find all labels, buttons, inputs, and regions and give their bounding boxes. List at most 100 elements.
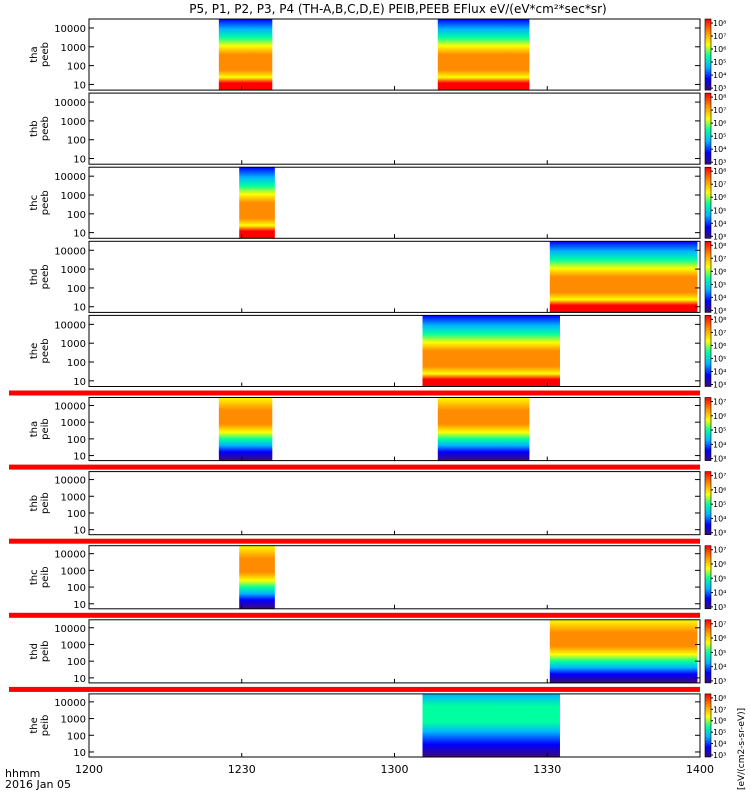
y-tick-label: 100: [67, 435, 86, 446]
panels-layer: 10100100010000thapeeb10⁸10⁷10⁶10⁵10⁴10³1…: [9, 18, 726, 760]
colorbar: [704, 471, 712, 536]
colorbar-tick-label: 10⁶: [713, 560, 726, 569]
panel-frame: [88, 693, 701, 758]
panel-label: thdpeeb: [29, 264, 51, 289]
colorbar-tick-label: 10⁴: [713, 740, 726, 749]
y-tick-label: 10: [73, 229, 86, 240]
y-tick-label: 10000: [54, 24, 86, 35]
spectrogram-block: [239, 545, 275, 609]
colorbar-tick-label: 10⁷: [713, 32, 726, 41]
y-tick-label: 100: [67, 284, 86, 295]
colorbar-tick-label: 10⁴: [713, 367, 726, 376]
colorbar-tick-label: 10⁷: [713, 254, 726, 263]
spectrogram-block: [437, 19, 530, 91]
time-axis-label-date: 2016 Jan 05: [5, 778, 71, 791]
colorbar: [704, 18, 712, 91]
panel-label-line2: peib: [40, 641, 51, 663]
colorbar-tick-label: 10⁷: [713, 620, 726, 629]
colorbar-tick-label: 10⁸: [713, 19, 726, 28]
panel-frame: [88, 545, 701, 610]
y-tick-label: 10: [73, 80, 86, 91]
y-tick-label: 10: [73, 748, 86, 759]
panel-label: thapeeb: [29, 42, 51, 67]
y-tick-label: 10000: [54, 401, 86, 412]
y-tick-label: 100: [67, 62, 86, 73]
colorbar-tick-label: 10⁸: [713, 167, 726, 176]
quality-flag-strip: [9, 390, 700, 396]
colorbar-tick-label: 10³: [713, 677, 726, 686]
panel-frame: [88, 92, 701, 165]
spectrogram-block: [549, 619, 698, 683]
quality-flag-strip: [9, 686, 700, 692]
colorbar-tick-label: 10³: [713, 455, 726, 464]
colorbar-tick-label: 10⁴: [713, 514, 726, 523]
panel-label: thcpeib: [29, 566, 51, 588]
colorbar-tick-label: 10⁴: [713, 440, 726, 449]
y-tick-label: 10000: [54, 320, 86, 331]
y-tick-label: 100: [67, 358, 86, 369]
panel-frame: [88, 314, 701, 387]
colorbar-tick-label: 10⁷: [713, 546, 726, 555]
colorbar-tick-label: 10⁵: [713, 280, 726, 289]
spectrogram-block: [422, 693, 560, 757]
colorbar-tick-label: 10³: [713, 603, 726, 612]
spectrogram-block: [218, 397, 273, 461]
quality-flag-strip: [9, 538, 700, 544]
panel-label-line1: thb: [29, 120, 40, 137]
panel-label-line1: tha: [29, 421, 40, 437]
panel-label: thbpeeb: [29, 116, 51, 141]
quality-flag-strip: [9, 612, 700, 618]
y-tick-label: 10000: [54, 246, 86, 257]
colorbar-tick-label: 10⁴: [713, 219, 726, 228]
panel-label: thepeeb: [29, 338, 51, 363]
colorbar: [704, 166, 712, 239]
y-tick-label: 10: [73, 600, 86, 611]
colorbar-tick-label: 10³: [713, 158, 726, 167]
y-tick-label: 100: [67, 136, 86, 147]
colorbar: [704, 397, 712, 461]
panel-label-line1: the: [29, 343, 40, 359]
colorbar-tick-label: 10³: [713, 232, 726, 241]
x-tick-label: 1230: [228, 763, 256, 776]
y-tick-label: 100: [67, 731, 86, 742]
y-tick-label: 10000: [54, 550, 86, 561]
y-tick-label: 100: [67, 210, 86, 221]
colorbar-tick-label: 10⁵: [713, 132, 726, 141]
panel-label-line2: peib: [40, 566, 51, 588]
quality-flag-strip: [9, 464, 700, 470]
panel-label-line1: thd: [29, 643, 40, 660]
panel-frame: [88, 18, 701, 91]
y-tick-label: 1000: [61, 640, 86, 651]
colorbar: [704, 92, 712, 165]
panel-label: thbpeib: [29, 492, 51, 514]
y-tick-label: 10: [73, 674, 86, 685]
colorbar-tick-label: 10⁶: [713, 717, 726, 726]
colorbar-tick-label: 10³: [713, 529, 726, 538]
y-tick-label: 100: [67, 657, 86, 668]
colorbar: [704, 619, 712, 684]
y-tick-label: 1000: [61, 191, 86, 202]
colorbar-tick-label: 10⁶: [713, 634, 726, 643]
panel-label-line2: peeb: [40, 42, 51, 67]
colorbar-tick-label: 10⁷: [713, 398, 726, 407]
colorbar-tick-label: 10⁶: [713, 486, 726, 495]
figure-title: P5, P1, P2, P3, P4 (TH-A,B,C,D,E) PEIB,P…: [189, 2, 606, 16]
colorbar-tick-label: 10⁶: [713, 45, 726, 54]
colorbar-tick-label: 10⁸: [713, 93, 726, 102]
panel-label: thcpeeb: [29, 190, 51, 215]
colorbar-tick-label: 10⁶: [713, 193, 726, 202]
y-tick-label: 1000: [61, 43, 86, 54]
panel-label-line1: thc: [29, 195, 40, 211]
y-tick-label: 10: [73, 155, 86, 166]
spectrogram-block: [239, 167, 275, 239]
colorbar-tick-label: 10⁶: [713, 341, 726, 350]
panel-frame: [88, 471, 701, 536]
